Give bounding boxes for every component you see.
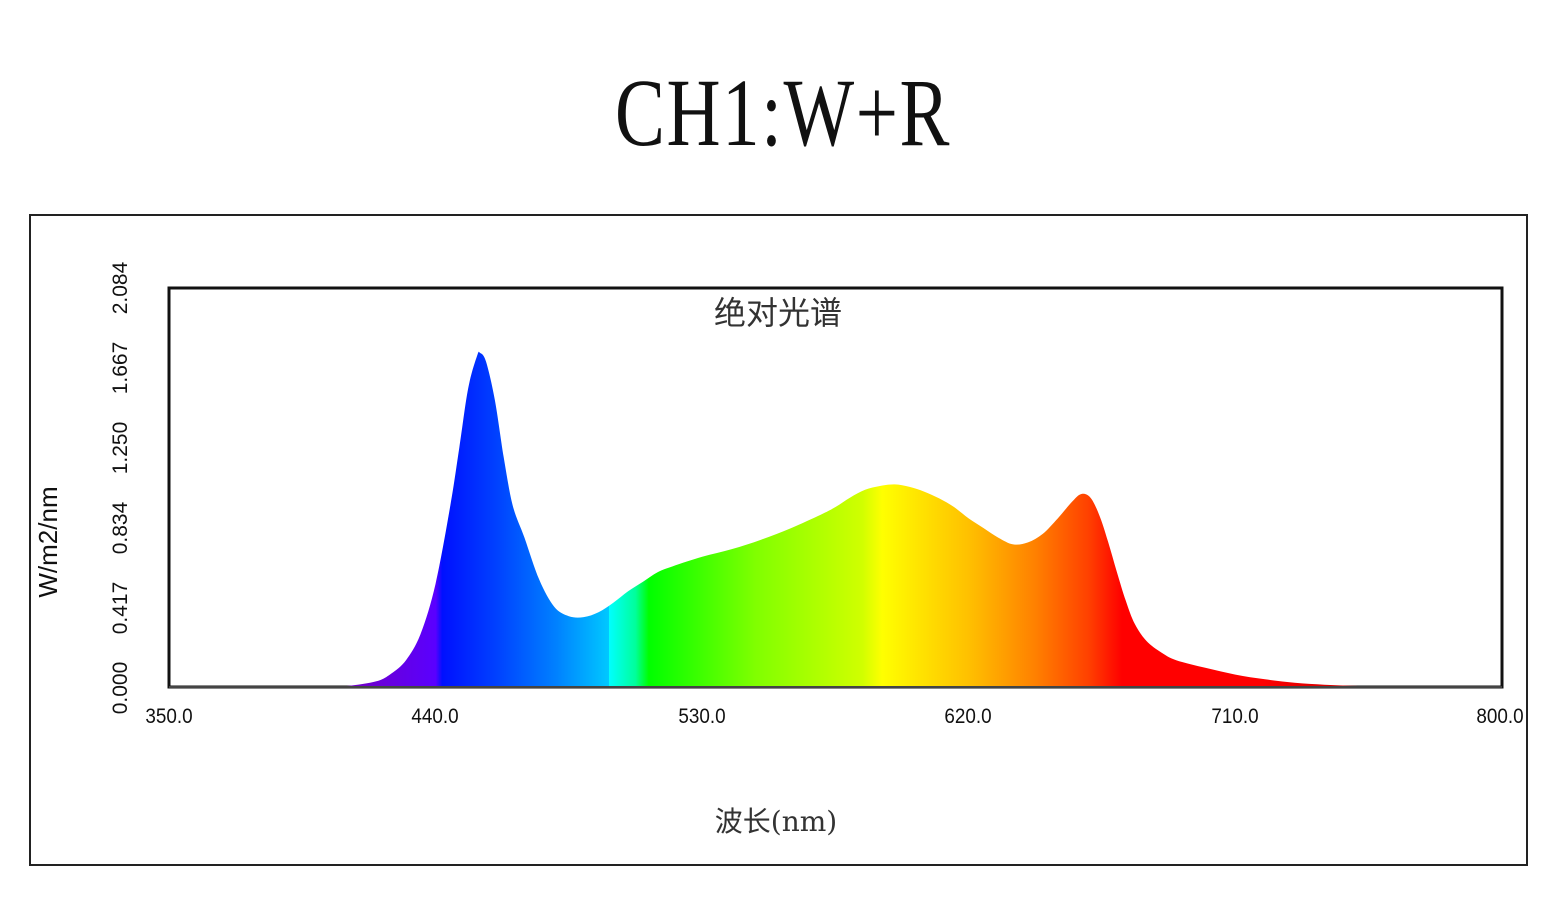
y-tick-labels: 0.000 0.417 0.834 1.250 1.667 2.084 — [109, 261, 132, 714]
x-tick-label: 800.0 — [1476, 705, 1523, 728]
y-tick-label: 1.250 — [109, 422, 132, 475]
spectrum-area — [169, 351, 1502, 687]
x-tick-label: 530.0 — [678, 705, 725, 728]
y-tick-label: 0.000 — [109, 662, 132, 715]
y-axis-label: W/m2/nm — [33, 486, 63, 597]
x-tick-label: 350.0 — [145, 705, 192, 728]
chart-inner-title: 绝对光谱 — [714, 294, 842, 332]
x-axis-label: 波长(nm) — [715, 805, 837, 838]
x-tick-label: 440.0 — [411, 705, 458, 728]
y-tick-label: 2.084 — [109, 261, 132, 314]
x-tick-label: 710.0 — [1211, 705, 1258, 728]
x-tick-labels: 350.0 440.0 530.0 620.0 710.0 800.0 — [145, 705, 1523, 728]
x-tick-label: 620.0 — [944, 705, 991, 728]
y-tick-label: 0.834 — [109, 501, 132, 554]
y-tick-label: 1.667 — [109, 342, 132, 395]
page-title: CH1:W+R — [614, 59, 952, 166]
y-tick-label: 0.417 — [109, 582, 132, 635]
